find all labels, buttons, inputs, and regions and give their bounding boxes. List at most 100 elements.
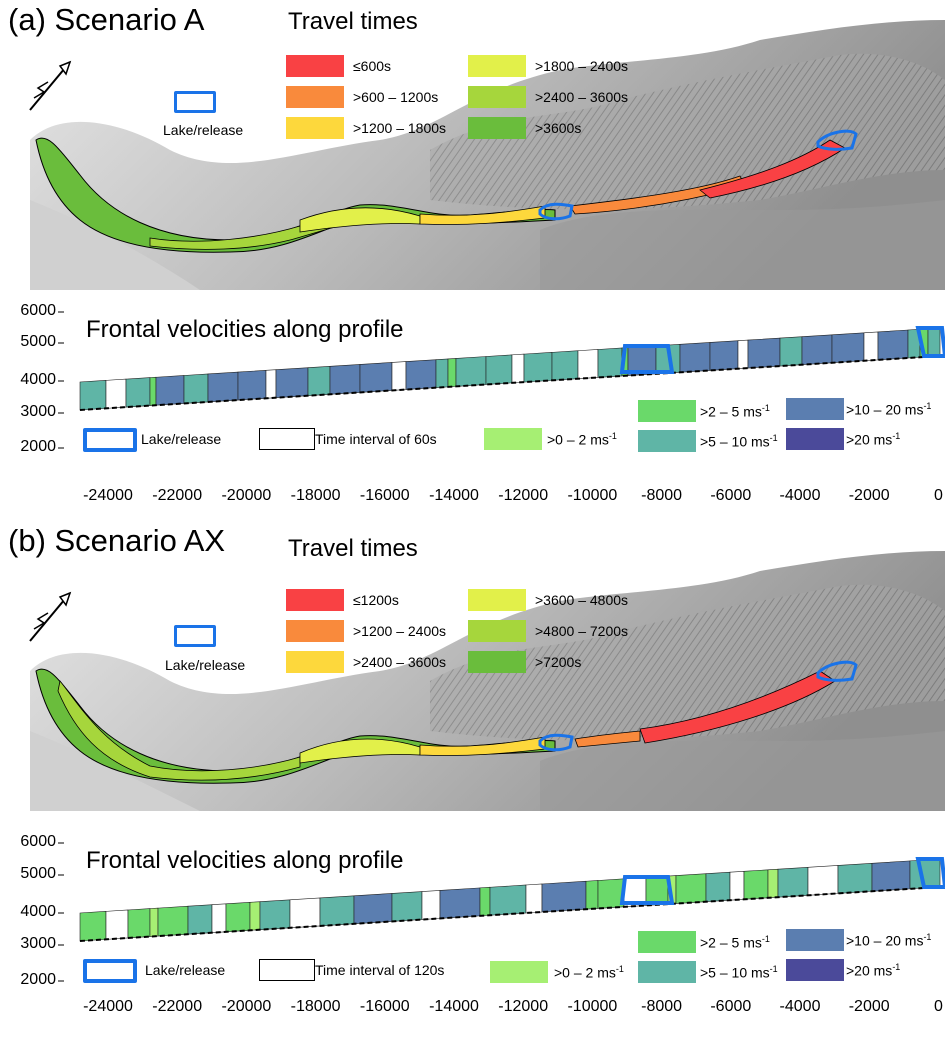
- velocity-cell: [435, 358, 449, 388]
- velocity-cell: [541, 880, 587, 913]
- velocity-cell: [877, 329, 909, 361]
- velocity-cell: [79, 380, 107, 411]
- north-arrow-icon: [29, 60, 72, 111]
- velocity-cell: [439, 887, 481, 919]
- velocity-cell: [289, 897, 321, 929]
- x-tick: -24000: [83, 487, 133, 504]
- profile-chart-b: [58, 842, 945, 982]
- velocity-cell: [927, 327, 941, 358]
- legend-label-v3: >5 – 10 ms-1: [700, 964, 778, 981]
- velocity-title: Frontal velocities along profile: [86, 316, 404, 343]
- velocity-cell: [421, 890, 441, 920]
- legend-swatch-v1: [484, 428, 542, 450]
- legend-label-v4: >10 – 20 ms-1: [846, 401, 932, 418]
- x-tick: -20000: [221, 998, 272, 1015]
- y-tick: 5000: [20, 865, 56, 882]
- x-tick: -2000: [848, 998, 890, 1015]
- velocity-cell: [585, 880, 599, 910]
- y-tick: 6000: [20, 833, 56, 850]
- x-tick: -18000: [290, 998, 341, 1015]
- time-interval-label: Time interval of 60s: [315, 431, 437, 447]
- velocity-cell: [577, 349, 599, 380]
- y-tick: 4000: [20, 903, 56, 920]
- lake-legend-icon: [174, 625, 216, 647]
- velocity-cell: [187, 904, 213, 935]
- velocity-cell: [747, 337, 781, 369]
- time-interval-label: Time interval of 120s: [315, 962, 445, 978]
- x-tick: -16000: [359, 487, 410, 504]
- x-tick: -14000: [429, 487, 479, 504]
- panel-title: (b) Scenario AX: [8, 523, 226, 558]
- velocity-cell: [265, 369, 277, 399]
- y-tick: 5000: [20, 333, 56, 350]
- x-tick: -8000: [641, 998, 683, 1015]
- legend-swatch-tt1: [286, 55, 344, 77]
- legend-swatch-v4: [786, 398, 844, 420]
- legend-label-v2: >2 – 5 ms-1: [700, 934, 770, 951]
- x-tick: -4000: [779, 998, 821, 1015]
- legend-swatch-v5: [786, 428, 844, 450]
- velocity-cell: [207, 371, 239, 403]
- x-tick: -22000: [152, 487, 203, 504]
- legend-swatch-v5: [786, 959, 844, 981]
- lake-legend-label: Lake/release: [145, 962, 226, 978]
- legend-swatch-tt6: [468, 117, 526, 139]
- velocity-cell: [511, 353, 525, 384]
- velocity-cell: [183, 373, 209, 404]
- lake-legend-icon: [83, 959, 137, 983]
- legend-swatch-v1: [490, 961, 548, 983]
- velocity-band-b: [79, 858, 941, 942]
- velocity-cell: [447, 358, 457, 388]
- velocity-cell: [405, 359, 437, 390]
- x-tick: -12000: [498, 998, 549, 1015]
- velocity-cell: [455, 356, 487, 387]
- x-tick: 0: [933, 487, 943, 504]
- x-tick: -12000: [498, 487, 549, 504]
- velocity-band-a: [79, 327, 941, 411]
- legend-swatch-tt5: [468, 620, 526, 642]
- y-tick: 2000: [20, 438, 56, 455]
- velocity-cell: [275, 367, 309, 399]
- lake-legend-label: Lake/release: [165, 657, 246, 673]
- velocity-cell: [737, 339, 749, 370]
- x-tick: -18000: [290, 487, 341, 504]
- x-tick: -6000: [710, 998, 752, 1015]
- legend-swatch-v3: [638, 430, 696, 452]
- velocity-cell: [485, 354, 513, 385]
- y-tick: 2000: [20, 971, 56, 988]
- legend-label-tt1: ≤1200s: [353, 592, 399, 608]
- legend-label-v2: >2 – 5 ms-1: [700, 403, 770, 420]
- map-a: [29, 20, 945, 290]
- x-tick: -22000: [152, 998, 203, 1015]
- travel-times-title: Travel times: [288, 535, 418, 562]
- panel-title: (a) Scenario A: [8, 2, 205, 37]
- velocity-cell: [149, 907, 159, 937]
- x-tick: -14000: [429, 998, 479, 1015]
- velocity-cell: [149, 376, 157, 406]
- legend-swatch-tt1: [286, 589, 344, 611]
- velocity-cell: [675, 873, 707, 904]
- velocity-cell: [391, 361, 407, 391]
- velocity-cell: [211, 903, 227, 934]
- legend-swatch-tt4: [468, 55, 526, 77]
- legend-swatch-tt5: [468, 86, 526, 108]
- velocity-cell: [329, 364, 361, 395]
- map-b: [29, 551, 945, 811]
- legend-label-tt5: >2400 – 3600s: [535, 89, 629, 105]
- velocity-cell: [125, 377, 151, 408]
- x-tick: -8000: [641, 487, 683, 504]
- velocity-cell: [127, 908, 151, 939]
- legend-swatch-v3: [638, 961, 696, 983]
- x-tick: -4000: [779, 487, 821, 504]
- lake-legend-label: Lake/release: [141, 431, 222, 447]
- velocity-cell: [249, 901, 261, 931]
- velocity-cell: [729, 870, 745, 901]
- x-tick: -10000: [567, 487, 618, 504]
- velocity-cell: [523, 352, 553, 383]
- x-tick: -10000: [567, 998, 618, 1015]
- legend-label-tt6: >7200s: [535, 654, 582, 670]
- x-tick: -2000: [848, 487, 890, 504]
- legend-swatch-v2: [638, 931, 696, 953]
- legend-swatch-tt2: [286, 86, 344, 108]
- velocity-cell: [837, 862, 873, 894]
